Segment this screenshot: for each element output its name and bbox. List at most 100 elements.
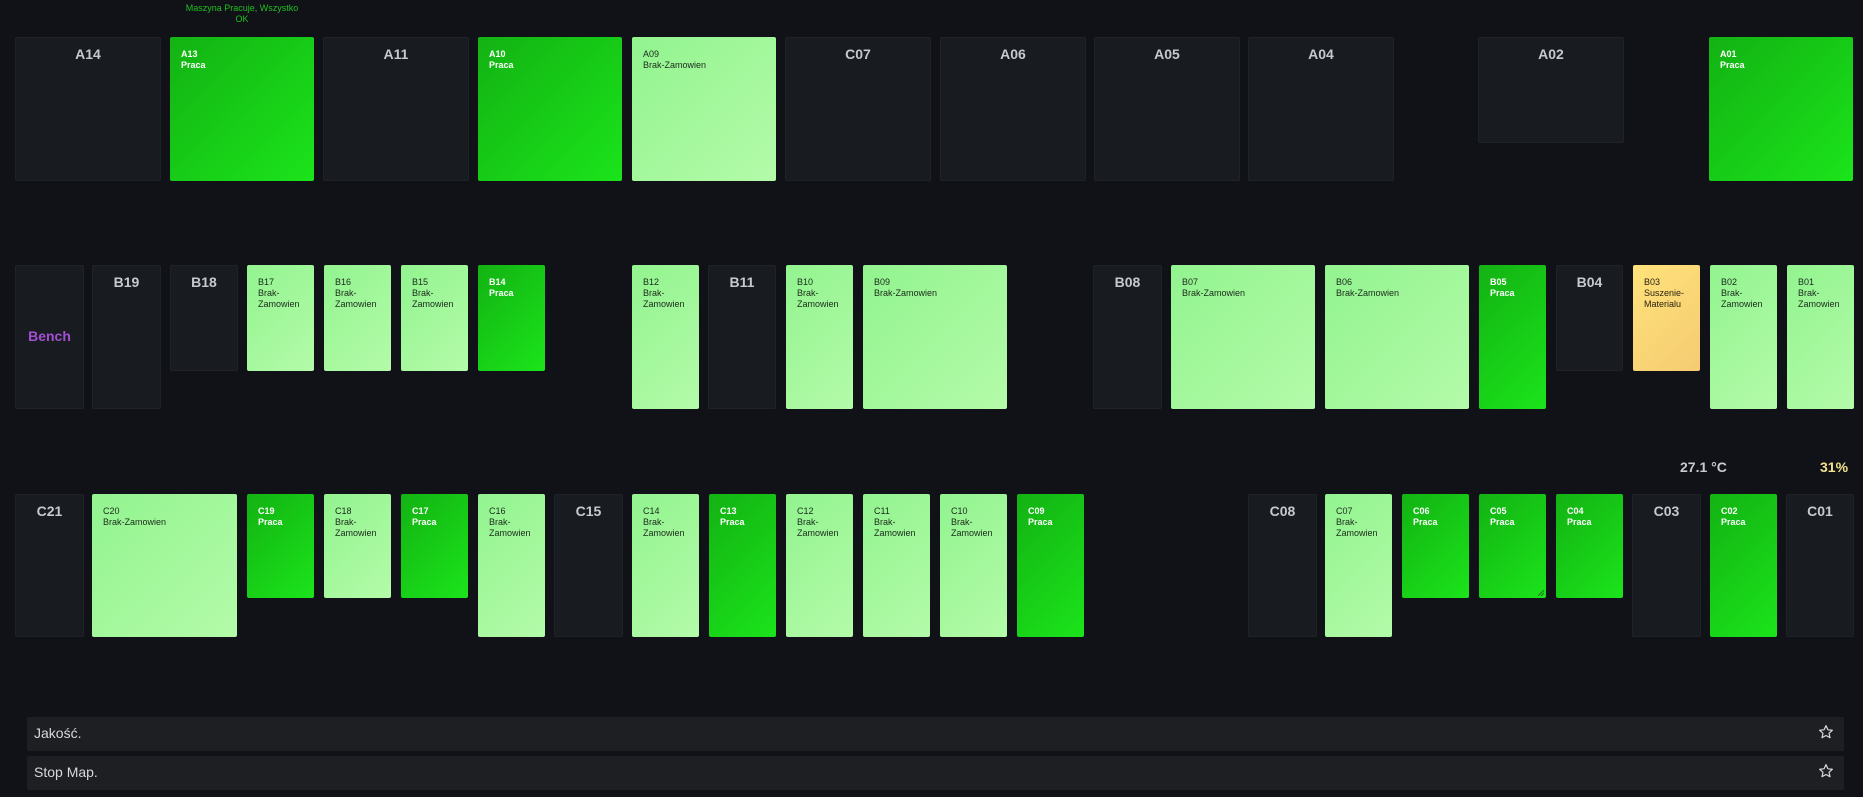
machine-tile-c09[interactable]: C09 Praca [1017, 494, 1084, 637]
machine-tile-b12[interactable]: B12 Brak- Zamowien [632, 265, 699, 409]
machine-status: Brak- Zamowien [643, 517, 685, 538]
machine-tile-b07[interactable]: B07 Brak-Zamowien [1171, 265, 1315, 409]
machine-code: C06 [1413, 506, 1430, 516]
machine-tile-b18[interactable]: B18 [170, 265, 238, 371]
machine-tile-c20[interactable]: C20 Brak-Zamowien [92, 494, 237, 637]
machine-status: Brak-Zamowien [874, 288, 938, 298]
machine-tile-c21[interactable]: C21 [15, 494, 84, 637]
panel-jakosc[interactable]: Jakość. [27, 717, 1844, 751]
panel-stop-map[interactable]: Stop Map. [27, 756, 1844, 790]
machine-status: Praca [181, 60, 206, 70]
machine-tile-b15[interactable]: B15 Brak- Zamowien [401, 265, 468, 371]
machine-status: Brak- Zamowien [874, 517, 916, 538]
machine-tile-b06[interactable]: B06 Brak-Zamowien [1325, 265, 1469, 409]
star-icon[interactable] [1818, 763, 1834, 779]
machine-status: Brak- Zamowien [797, 288, 839, 309]
machine-status: Suszenie- Materialu [1644, 288, 1685, 309]
machine-tile-c13[interactable]: C13 Praca [709, 494, 776, 637]
machine-code: C19 [258, 506, 275, 516]
machine-tile-a02[interactable]: A02 [1478, 37, 1624, 143]
machine-tile-c05[interactable]: C05 Praca [1479, 494, 1546, 598]
machine-tile-b19[interactable]: B19 [92, 265, 161, 409]
machine-code: B11 [729, 274, 755, 290]
machine-tile-a05[interactable]: A05 [1094, 37, 1240, 181]
star-icon[interactable] [1818, 724, 1834, 740]
machine-tile-a04[interactable]: A04 [1248, 37, 1394, 181]
machine-status: Brak- Zamowien [335, 288, 377, 309]
machine-code: C17 [412, 506, 429, 516]
machine-status: Praca [1490, 288, 1515, 298]
machine-status: Praca [1413, 517, 1438, 527]
machine-tile-c12[interactable]: C12 Brak- Zamowien [786, 494, 853, 637]
machine-tile-b03[interactable]: B03 Suszenie- Materialu [1633, 265, 1700, 371]
machine-status: Brak- Zamowien [1798, 288, 1840, 309]
machine-tile-bench[interactable]: Bench [15, 265, 84, 409]
machine-tile-b14[interactable]: B14 Praca [478, 265, 545, 371]
machine-tile-a14[interactable]: A14 [15, 37, 161, 181]
machine-status: Praca [412, 517, 437, 527]
machine-tile-c06[interactable]: C06 Praca [1402, 494, 1469, 598]
machine-status: Brak- Zamowien [258, 288, 300, 309]
machine-tile-a09[interactable]: A09 Brak-Zamowien [632, 37, 776, 181]
machine-tile-b08[interactable]: B08 [1093, 265, 1162, 409]
machine-tile-c07[interactable]: C07 [785, 37, 931, 181]
machine-tile-c08[interactable]: C08 [1248, 494, 1317, 637]
machine-tile-a01[interactable]: A01 Praca [1709, 37, 1853, 181]
machine-code: C09 [1028, 506, 1045, 516]
machine-code: A10 [489, 49, 506, 59]
machine-tile-b16[interactable]: B16 Brak- Zamowien [324, 265, 391, 371]
status-legend: Maszyna Pracuje, Wszystko OK [185, 3, 299, 24]
machine-tile-b04[interactable]: B04 [1556, 265, 1623, 371]
machine-tile-c02[interactable]: C02 Praca [1710, 494, 1777, 637]
machine-code: A02 [1538, 46, 1564, 62]
machine-tile-c18[interactable]: C18 Brak- Zamowien [324, 494, 391, 598]
machine-code: C16 [489, 506, 506, 516]
humidity-readout: 31% [1820, 459, 1849, 475]
machine-tile-c19[interactable]: C19 Praca [247, 494, 314, 598]
machine-tile-b05[interactable]: B05 Praca [1479, 265, 1546, 409]
machine-tile-b17[interactable]: B17 Brak- Zamowien [247, 265, 314, 371]
machine-code: A14 [75, 46, 101, 62]
machine-code: B03 [1644, 277, 1661, 287]
machine-code: C18 [335, 506, 352, 516]
machine-code: A06 [1000, 46, 1026, 62]
machine-code: B05 [1490, 277, 1507, 287]
machine-tile-b10[interactable]: B10 Brak- Zamowien [786, 265, 853, 409]
machine-tile-c11[interactable]: C11 Brak- Zamowien [863, 494, 930, 637]
machine-status: Brak- Zamowien [797, 517, 839, 538]
machine-code: C02 [1721, 506, 1738, 516]
machine-tile-c17[interactable]: C17 Praca [401, 494, 468, 598]
machine-tile-b01[interactable]: B01 Brak- Zamowien [1787, 265, 1854, 409]
machine-tile-a11[interactable]: A11 [323, 37, 469, 181]
machine-tile-c01[interactable]: C01 [1786, 494, 1854, 637]
machine-code: C21 [36, 503, 63, 519]
machine-tile-c16[interactable]: C16 Brak- Zamowien [478, 494, 545, 637]
machine-tile-b02[interactable]: B02 Brak- Zamowien [1710, 265, 1777, 409]
machine-status: Praca [1721, 517, 1746, 527]
machine-tile-c07[interactable]: C07 Brak- Zamowien [1325, 494, 1392, 637]
machine-tile-a13[interactable]: A13 Praca [170, 37, 314, 181]
machine-code: B08 [1114, 274, 1141, 290]
panel-title: Stop Map. [34, 764, 98, 780]
machine-code: A01 [1720, 49, 1737, 59]
machine-code: B19 [113, 274, 140, 290]
machine-status: Praca [1490, 517, 1515, 527]
machine-code: C01 [1807, 503, 1833, 519]
machine-status: Praca [258, 517, 283, 527]
machine-code: C07 [845, 46, 871, 62]
machine-status: Brak- Zamowien [1721, 288, 1763, 309]
machine-code: A09 [643, 49, 660, 59]
machine-tile-c04[interactable]: C04 Praca [1556, 494, 1623, 598]
machine-code: C10 [951, 506, 968, 516]
machine-code: B18 [191, 274, 217, 290]
machine-tile-b11[interactable]: B11 [708, 265, 776, 409]
machine-tile-b09[interactable]: B09 Brak-Zamowien [863, 265, 1007, 409]
resize-handle-icon[interactable] [1538, 590, 1544, 596]
machine-tile-c14[interactable]: C14 Brak- Zamowien [632, 494, 699, 637]
machine-tile-a10[interactable]: A10 Praca [478, 37, 622, 181]
machine-tile-a06[interactable]: A06 [940, 37, 1086, 181]
machine-status: Brak-Zamowien [103, 517, 167, 527]
machine-tile-c10[interactable]: C10 Brak- Zamowien [940, 494, 1007, 637]
machine-tile-c15[interactable]: C15 [554, 494, 623, 637]
machine-tile-c03[interactable]: C03 [1632, 494, 1701, 637]
